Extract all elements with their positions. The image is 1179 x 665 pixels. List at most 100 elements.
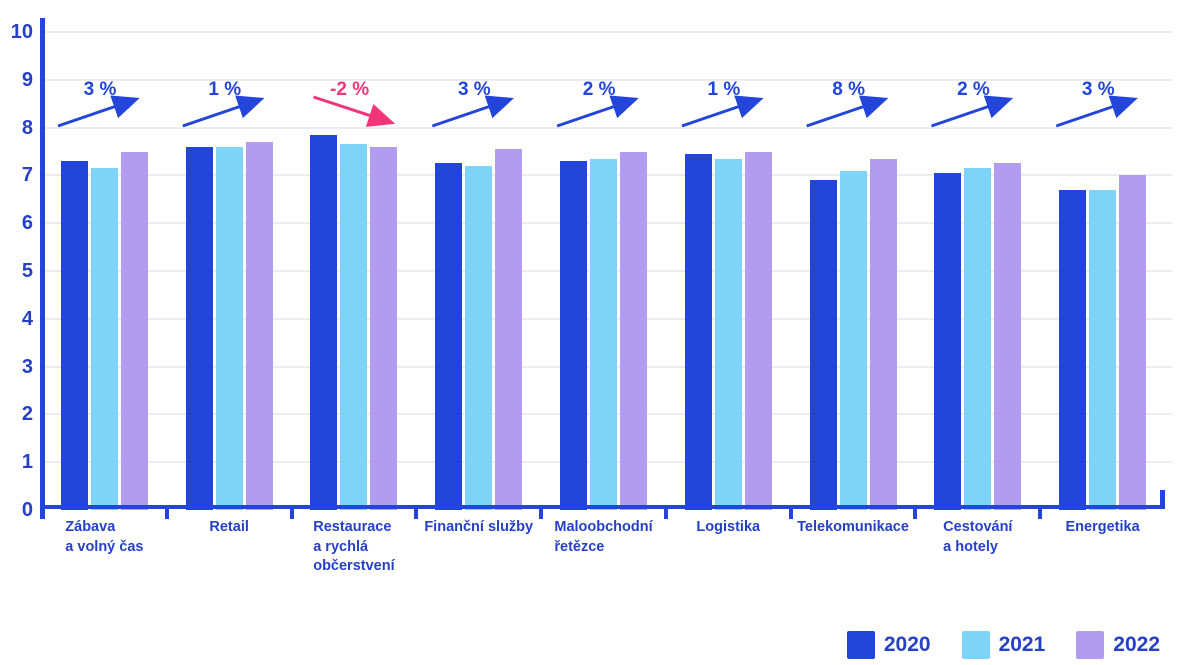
y-tick-label-2: 2	[21, 403, 33, 426]
x-axis-line	[40, 505, 1165, 509]
y-tick-label-9: 9	[21, 68, 33, 91]
bar-2020-group7	[809, 180, 837, 510]
bar-2021-group3	[340, 144, 368, 510]
trend-percent-label-4: 3 %	[458, 79, 491, 100]
x-axis-tick-5	[663, 509, 668, 519]
legend-label-2022: 2022	[1113, 633, 1160, 656]
bar-2022-group7	[869, 158, 897, 510]
category-label-2: Retail	[167, 518, 292, 538]
x-axis-end-cap	[1160, 490, 1165, 509]
trend-arrow-4	[431, 95, 515, 128]
bar-2020-group1	[60, 161, 88, 510]
bar-2022-group3	[370, 146, 398, 510]
bar-2022-group5	[620, 151, 647, 510]
bar-2020-group3	[310, 134, 338, 510]
x-axis-tick-8	[1038, 509, 1043, 519]
y-tick-label-3: 3	[21, 355, 33, 378]
bar-2021-group2	[215, 146, 243, 510]
trend-arrow-1	[57, 95, 140, 128]
category-label-4: Finanční služby	[416, 518, 541, 538]
category-label-text: Retail	[209, 519, 249, 535]
bar-2021-group7	[839, 170, 867, 510]
category-label-text: Telekomunikace	[797, 519, 909, 535]
trend-percent-label-1: 3 %	[84, 79, 117, 100]
category-label-6: Logistika	[666, 518, 791, 538]
category-label-7: Telekomunikace	[791, 518, 916, 538]
trend-percent-label-2: 1 %	[208, 79, 241, 100]
bar-2021-group1	[90, 168, 118, 510]
x-axis-tick-4	[539, 509, 544, 519]
gridline-8	[42, 126, 1173, 129]
trend-arrow-3	[313, 95, 396, 127]
bar-2020-group2	[185, 146, 213, 510]
bar-2022-group6	[744, 151, 772, 510]
y-tick-label-5: 5	[21, 260, 33, 282]
bar-2021-group8	[964, 168, 992, 510]
category-label-text: Finanční služby	[424, 519, 534, 535]
bar-2020-group4	[435, 163, 463, 510]
legend-swatch-2022	[1076, 631, 1105, 659]
category-label-text: Restaurace a rychlá občerstvení	[313, 519, 395, 575]
trend-percent-label-7: 8 %	[832, 79, 865, 100]
category-label-1: Zábava a volný čas	[42, 518, 167, 557]
bar-2021-group6	[714, 158, 742, 510]
bar-2022-group1	[120, 151, 148, 510]
category-label-3: Restaurace a rychlá občerstvení	[292, 518, 417, 577]
legend-swatch-2020	[846, 631, 875, 659]
trend-percent-label-8: 2 %	[957, 79, 990, 100]
bar-2022-group9	[1119, 175, 1147, 510]
x-axis-tick-1	[164, 509, 169, 519]
gridline-9	[42, 78, 1173, 81]
x-axis-tick-3	[414, 509, 419, 519]
y-tick-label-0: 0	[21, 499, 33, 521]
legend-label-2021: 2021	[998, 633, 1046, 656]
trend-arrow-7	[806, 95, 889, 128]
bar-2021-group5	[590, 158, 617, 510]
category-label-9: Energetika	[1040, 518, 1165, 538]
bar-2022-group8	[994, 163, 1022, 510]
y-tick-label-4: 4	[21, 307, 33, 330]
trend-percent-label-6: 1 %	[708, 79, 741, 100]
category-label-text: Logistika	[696, 519, 761, 535]
gridline-10	[42, 31, 1173, 33]
legend-item-2020: 2020	[846, 631, 931, 659]
bar-2021-group4	[465, 165, 493, 510]
legend-item-2022: 2022	[1076, 631, 1160, 659]
category-label-8: Cestování a hotely	[915, 518, 1040, 557]
x-axis-tick-7	[913, 509, 918, 519]
trend-arrow-9	[1055, 95, 1138, 128]
bar-2020-group6	[684, 153, 712, 510]
trend-arrow-8	[930, 95, 1014, 128]
x-axis-tick-2	[289, 509, 294, 519]
bar-2020-group8	[934, 173, 962, 510]
legend-item-2021: 2021	[961, 631, 1046, 659]
y-tick-label-1: 1	[21, 451, 33, 474]
bar-2020-group5	[560, 161, 587, 510]
y-tick-label-6: 6	[21, 212, 33, 235]
legend-swatch-2021	[961, 631, 990, 659]
category-label-text: Cestování a hotely	[943, 519, 1013, 555]
bar-2021-group9	[1089, 189, 1117, 510]
category-label-text: Maloobchodní řetězce	[554, 519, 653, 555]
trend-percent-label-9: 3 %	[1082, 79, 1115, 100]
legend: 2020 2021 2022	[846, 631, 1160, 659]
y-axis-line	[40, 18, 45, 519]
category-label-text: Energetika	[1065, 519, 1140, 535]
trend-arrow-2	[182, 95, 265, 128]
category-label-5: Maloobchodní řetězce	[541, 518, 666, 557]
trend-arrow-6	[681, 95, 764, 128]
trend-percent-label-3: -2 %	[330, 79, 369, 100]
trend-arrow-5	[556, 95, 639, 128]
legend-label-2020: 2020	[883, 633, 931, 656]
bar-2022-group2	[245, 141, 273, 510]
category-label-text: Zábava a volný čas	[65, 519, 144, 555]
y-tick-label-7: 7	[21, 164, 33, 187]
trend-percent-label-5: 2 %	[583, 79, 616, 100]
y-tick-label-10: 10	[10, 21, 33, 43]
bar-2020-group9	[1059, 189, 1087, 510]
x-axis-tick-6	[788, 509, 793, 519]
bar-2022-group4	[495, 149, 523, 510]
y-tick-label-8: 8	[21, 116, 33, 139]
